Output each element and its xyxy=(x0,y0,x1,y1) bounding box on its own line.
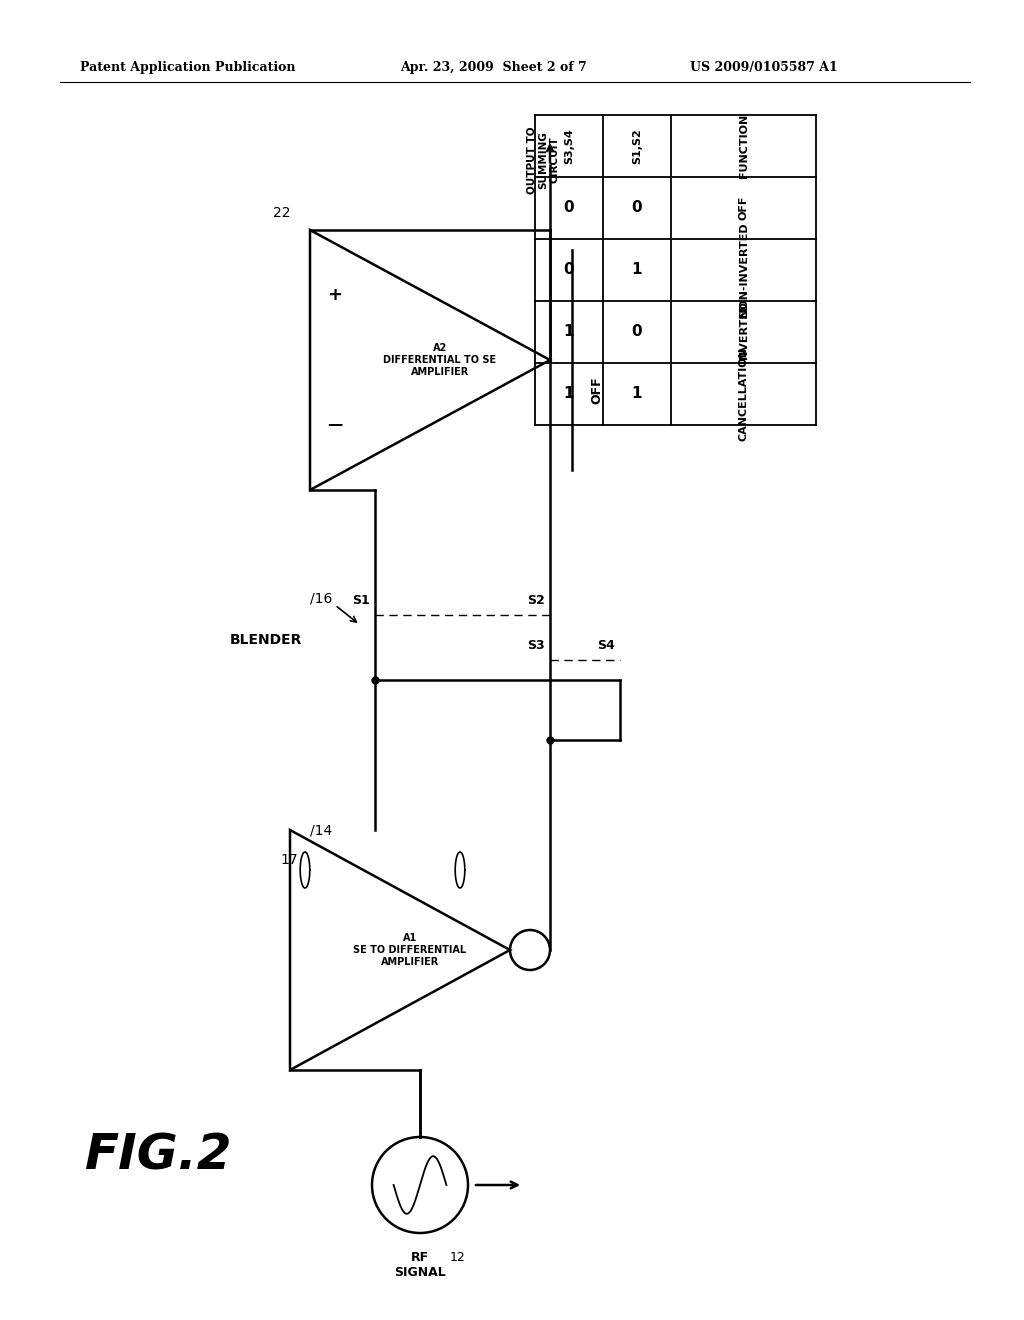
Text: A2
DIFFERENTIAL TO SE
AMPLIFIER: A2 DIFFERENTIAL TO SE AMPLIFIER xyxy=(383,343,497,376)
Text: S4: S4 xyxy=(597,639,615,652)
Text: INVERTED: INVERTED xyxy=(738,301,749,363)
Text: 1: 1 xyxy=(632,263,642,277)
Text: 1: 1 xyxy=(632,387,642,401)
Text: 1: 1 xyxy=(564,387,574,401)
Text: S1: S1 xyxy=(352,594,370,607)
Text: OFF: OFF xyxy=(738,195,749,220)
Text: OFF: OFF xyxy=(590,376,603,404)
Text: +: + xyxy=(328,286,342,304)
Text: BLENDER: BLENDER xyxy=(230,634,302,647)
Text: 12: 12 xyxy=(450,1251,466,1265)
Text: OUTPUT TO
SUMMING
CIRCUIT: OUTPUT TO SUMMING CIRCUIT xyxy=(526,127,560,194)
Text: 0: 0 xyxy=(563,201,574,215)
Text: 0: 0 xyxy=(632,325,642,339)
Text: —: — xyxy=(328,417,343,433)
Text: S2: S2 xyxy=(527,594,545,607)
Text: US 2009/0105587 A1: US 2009/0105587 A1 xyxy=(690,62,838,74)
Text: Apr. 23, 2009  Sheet 2 of 7: Apr. 23, 2009 Sheet 2 of 7 xyxy=(400,62,587,74)
Text: NON-INVERTED: NON-INVERTED xyxy=(738,223,749,317)
Text: 1: 1 xyxy=(564,325,574,339)
Text: CANCELLATION: CANCELLATION xyxy=(738,347,749,441)
Text: 0: 0 xyxy=(563,263,574,277)
Text: Patent Application Publication: Patent Application Publication xyxy=(80,62,296,74)
Text: RF
SIGNAL: RF SIGNAL xyxy=(394,1251,445,1279)
Text: S3: S3 xyxy=(527,639,545,652)
Text: /16: /16 xyxy=(310,591,333,605)
Text: /14: /14 xyxy=(310,822,332,837)
Text: S3,S4: S3,S4 xyxy=(564,128,574,164)
Text: FIG.2: FIG.2 xyxy=(85,1131,232,1179)
Text: A1
SE TO DIFFERENTIAL
AMPLIFIER: A1 SE TO DIFFERENTIAL AMPLIFIER xyxy=(353,933,467,966)
Text: 22: 22 xyxy=(272,206,290,220)
Text: FUNCTION: FUNCTION xyxy=(738,114,749,178)
Text: S1,S2: S1,S2 xyxy=(632,128,642,164)
Text: 0: 0 xyxy=(632,201,642,215)
Text: 17: 17 xyxy=(280,853,298,867)
